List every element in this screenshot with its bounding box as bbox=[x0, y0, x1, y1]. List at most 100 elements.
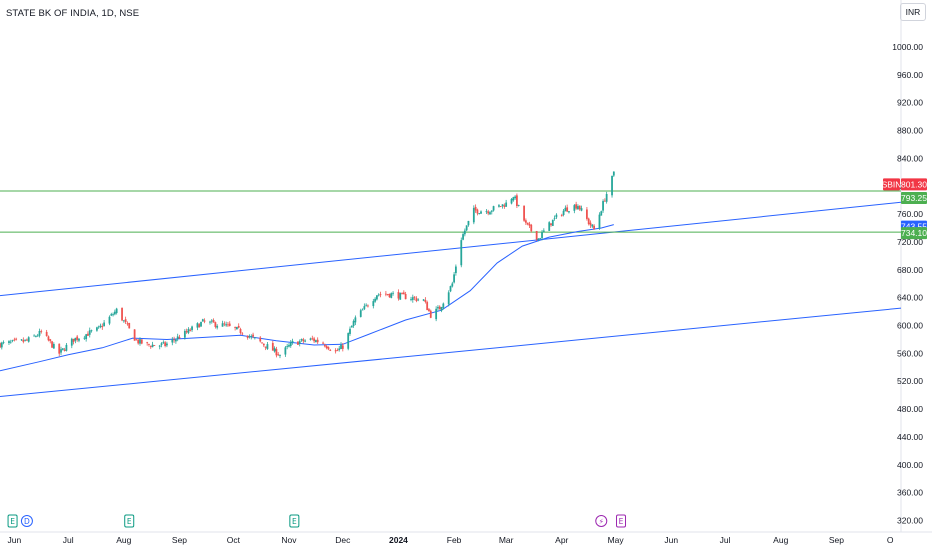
level-upper-tag-bg bbox=[901, 191, 927, 204]
price-tick-label: 400.00 bbox=[897, 460, 923, 470]
earnings-icon[interactable]: E bbox=[124, 514, 135, 528]
candle-body bbox=[128, 322, 131, 329]
candle-body bbox=[580, 208, 583, 211]
candle-body bbox=[2, 342, 5, 344]
candle-body bbox=[185, 331, 188, 333]
candle-body bbox=[221, 323, 224, 327]
candle bbox=[404, 291, 407, 300]
candle bbox=[27, 336, 30, 343]
candle-body bbox=[338, 348, 341, 350]
candle-body bbox=[503, 205, 506, 207]
candle-body bbox=[516, 195, 518, 207]
candle bbox=[176, 333, 179, 342]
candle bbox=[275, 346, 278, 358]
candle-body bbox=[390, 293, 393, 298]
candle-body bbox=[216, 325, 219, 328]
candle-body bbox=[88, 330, 91, 335]
candle bbox=[467, 220, 470, 227]
earnings-icon[interactable]: E bbox=[7, 514, 18, 528]
candle-body bbox=[334, 350, 337, 352]
candle-body bbox=[146, 342, 149, 344]
candle bbox=[160, 342, 163, 348]
candle-body bbox=[225, 324, 228, 326]
last-price-tag-bg bbox=[901, 178, 927, 191]
candle bbox=[227, 322, 229, 327]
dividend-icon-shape bbox=[20, 515, 33, 527]
candle bbox=[530, 223, 533, 233]
earnings-icon[interactable]: E bbox=[616, 514, 627, 528]
candle-body bbox=[171, 339, 174, 343]
candle-body bbox=[49, 339, 52, 342]
candle bbox=[236, 326, 238, 330]
candle bbox=[63, 347, 66, 352]
price-tick-label: 840.00 bbox=[897, 153, 923, 163]
candle-body bbox=[603, 200, 606, 202]
candle bbox=[70, 337, 73, 349]
candle bbox=[573, 204, 576, 214]
candle-body bbox=[259, 337, 262, 342]
candle bbox=[11, 339, 14, 343]
candle bbox=[112, 312, 114, 317]
candle-body bbox=[58, 343, 61, 354]
candle-body bbox=[528, 223, 531, 226]
candle-body bbox=[367, 305, 369, 307]
candle-body bbox=[404, 293, 407, 300]
candle bbox=[259, 336, 262, 343]
price-tick-label: 880.00 bbox=[897, 126, 923, 136]
candle bbox=[58, 343, 61, 357]
candle-body bbox=[435, 308, 438, 320]
candle-body bbox=[413, 296, 416, 298]
time-tick-label: Nov bbox=[281, 535, 297, 545]
candle bbox=[216, 324, 219, 330]
candle bbox=[480, 210, 482, 214]
candle bbox=[580, 205, 583, 212]
candle-body bbox=[103, 322, 105, 327]
candle-body bbox=[239, 329, 242, 333]
candle bbox=[115, 307, 118, 315]
earnings-icon[interactable]: E bbox=[289, 514, 300, 528]
candle-body bbox=[302, 339, 305, 342]
time-tick-label: Sep bbox=[172, 535, 187, 545]
price-tick-label: 920.00 bbox=[897, 98, 923, 108]
candle-body bbox=[501, 204, 504, 207]
candle bbox=[148, 343, 150, 347]
candle-body bbox=[600, 211, 603, 216]
symbol-title: STATE BK OF INDIA, 1D, NSE bbox=[6, 8, 140, 19]
candle bbox=[379, 291, 382, 298]
dividend-icon[interactable]: D bbox=[20, 515, 33, 527]
candle-body bbox=[422, 299, 425, 301]
candle bbox=[126, 321, 129, 326]
candle bbox=[603, 198, 606, 202]
candle-body bbox=[112, 314, 114, 316]
candle-body bbox=[38, 330, 41, 336]
event-markers: E D E E ⚡ E bbox=[7, 514, 627, 528]
candle-body bbox=[327, 347, 330, 350]
candle-body bbox=[336, 350, 339, 352]
candle bbox=[553, 215, 556, 221]
candle-body bbox=[417, 299, 420, 301]
time-tick-label: Mar bbox=[499, 535, 514, 545]
candle bbox=[498, 203, 500, 208]
candle-body bbox=[289, 342, 292, 347]
currency-button[interactable]: INR bbox=[900, 3, 926, 21]
candle-body bbox=[187, 328, 190, 333]
candle bbox=[528, 221, 531, 228]
candle-body bbox=[298, 341, 301, 344]
level-upper-tag-label: 793.25 bbox=[901, 193, 927, 203]
candle bbox=[51, 340, 53, 348]
candle-body bbox=[110, 314, 113, 316]
candle-body bbox=[474, 206, 477, 211]
candle-body bbox=[541, 232, 543, 238]
candle bbox=[463, 228, 466, 237]
candle bbox=[110, 312, 113, 317]
candle bbox=[45, 329, 48, 337]
split-icon[interactable]: ⚡ bbox=[595, 515, 608, 527]
candle-body bbox=[316, 339, 319, 343]
candle bbox=[541, 229, 543, 241]
candle bbox=[151, 341, 154, 348]
candle-body bbox=[160, 343, 163, 345]
candle-body bbox=[250, 335, 253, 337]
candle bbox=[250, 334, 253, 340]
candle bbox=[140, 339, 143, 345]
